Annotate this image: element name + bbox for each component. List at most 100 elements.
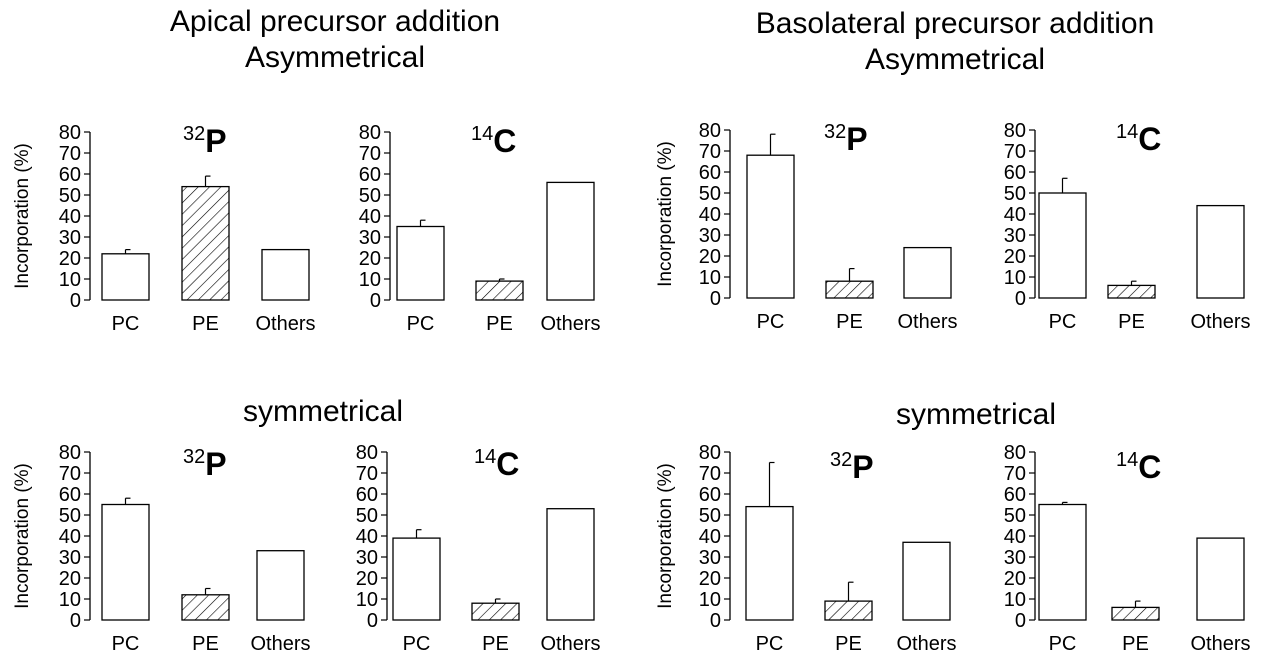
y-tick-label: 0 <box>1015 610 1026 632</box>
category-label: PE <box>836 311 863 333</box>
isotope-label: 14C <box>474 446 519 482</box>
y-tick-label: 20 <box>359 248 381 270</box>
y-tick-label: 50 <box>1004 505 1026 527</box>
y-tick-label: 80 <box>59 122 81 144</box>
bar-others <box>1196 537 1245 621</box>
bar-pc <box>396 225 445 301</box>
y-tick-label: 30 <box>59 547 81 569</box>
y-tick-label: 40 <box>1004 526 1026 548</box>
category-label: Others <box>540 313 600 335</box>
category-label: Others <box>1190 311 1250 333</box>
y-tick-label: 40 <box>1004 204 1026 226</box>
y-tick-label: 60 <box>1004 162 1026 184</box>
basolateral-title: Basolateral precursor addition <box>755 7 1155 40</box>
y-axis-label: Incorporation (%) <box>12 143 33 289</box>
y-tick-label: 80 <box>699 120 721 142</box>
y-tick-label: 0 <box>70 290 81 312</box>
y-tick-label: 30 <box>699 547 721 569</box>
y-tick-label: 80 <box>356 442 378 464</box>
category-label: Others <box>540 633 600 652</box>
y-axis-label: Incorporation (%) <box>655 463 676 609</box>
category-label: Others <box>255 313 315 335</box>
y-tick-label: 40 <box>359 206 381 228</box>
bar-pe <box>1111 606 1160 621</box>
bar-pc <box>746 154 795 299</box>
y-tick-label: 40 <box>59 206 81 228</box>
y-tick-label: 20 <box>59 568 81 590</box>
y-tick-label: 40 <box>699 526 721 548</box>
y-tick-label: 0 <box>710 610 721 632</box>
y-tick-label: 10 <box>59 589 81 611</box>
y-tick-label: 10 <box>1004 589 1026 611</box>
y-tick-label: 0 <box>710 288 721 310</box>
y-tick-label: 30 <box>356 547 378 569</box>
basolateral-heading: Basolateral precursor addition Asymmetri… <box>695 6 1215 78</box>
y-tick-label: 10 <box>1004 267 1026 289</box>
y-tick-label: 40 <box>356 526 378 548</box>
basolateral-asymmetrical-subtitle: Asymmetrical <box>864 43 1045 76</box>
category-label: Others <box>896 633 956 652</box>
isotope-label: 32P <box>183 123 227 159</box>
y-tick-label: 60 <box>59 164 81 186</box>
isotope-label: 32P <box>830 449 874 485</box>
y-tick-label: 10 <box>356 589 378 611</box>
y-tick-label: 60 <box>1004 484 1026 506</box>
y-tick-label: 70 <box>356 463 378 485</box>
category-label: Others <box>1190 633 1250 652</box>
y-tick-label: 50 <box>699 183 721 205</box>
category-label: PE <box>486 313 513 335</box>
bar-others <box>1196 204 1245 299</box>
bar-pe <box>181 594 230 621</box>
bar-others <box>256 550 305 621</box>
category-label: PE <box>192 313 219 335</box>
y-axis-label: Incorporation (%) <box>12 463 33 609</box>
y-tick-label: 50 <box>356 505 378 527</box>
y-tick-label: 60 <box>699 162 721 184</box>
category-label: PC <box>1049 311 1077 333</box>
y-tick-label: 70 <box>1004 463 1026 485</box>
category-label: PC <box>407 313 435 335</box>
y-tick-label: 50 <box>359 185 381 207</box>
y-tick-label: 80 <box>1004 120 1026 142</box>
category-label: PC <box>403 633 431 652</box>
y-tick-label: 40 <box>59 526 81 548</box>
y-tick-label: 30 <box>1004 225 1026 247</box>
y-tick-label: 30 <box>359 227 381 249</box>
category-label: PC <box>1049 633 1077 652</box>
category-label: PE <box>1122 633 1149 652</box>
bar-pe <box>824 600 873 621</box>
y-tick-label: 0 <box>370 290 381 312</box>
y-tick-label: 30 <box>699 225 721 247</box>
y-tick-label: 20 <box>1004 246 1026 268</box>
y-tick-label: 10 <box>699 589 721 611</box>
bar-others <box>546 181 595 301</box>
category-label: PC <box>112 633 140 652</box>
bar-pc <box>1038 503 1087 621</box>
y-tick-label: 10 <box>699 267 721 289</box>
y-tick-label: 40 <box>699 204 721 226</box>
bar-pc <box>101 503 150 621</box>
y-tick-label: 60 <box>699 484 721 506</box>
y-tick-label: 70 <box>1004 141 1026 163</box>
bar-pc <box>1038 192 1087 299</box>
y-tick-label: 70 <box>59 143 81 165</box>
y-tick-label: 0 <box>1015 288 1026 310</box>
apical-title: Apical precursor addition <box>169 5 501 38</box>
isotope-label: 14C <box>471 123 516 159</box>
y-tick-label: 20 <box>1004 568 1026 590</box>
y-tick-label: 80 <box>359 122 381 144</box>
isotope-label: 32P <box>824 121 868 157</box>
bar-pe <box>181 185 230 301</box>
bar-pc <box>745 505 794 621</box>
category-label: PC <box>756 633 784 652</box>
apical-heading: Apical precursor addition Asymmetrical <box>75 4 595 76</box>
bar-others <box>902 541 951 621</box>
y-tick-label: 60 <box>59 484 81 506</box>
apical-symmetrical-subtitle: symmetrical <box>243 395 404 428</box>
y-tick-label: 30 <box>1004 547 1026 569</box>
y-tick-label: 50 <box>1004 183 1026 205</box>
category-label: PC <box>112 313 140 335</box>
y-tick-label: 20 <box>699 568 721 590</box>
category-label: PE <box>1118 311 1145 333</box>
bar-others <box>546 508 595 621</box>
